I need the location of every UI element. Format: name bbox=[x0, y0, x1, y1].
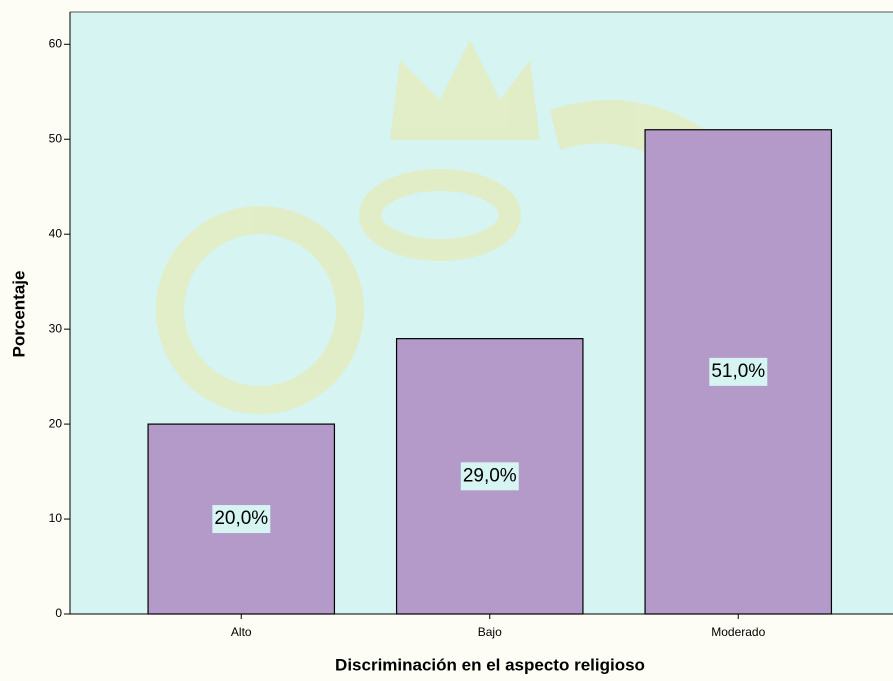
y-tick-label: 10 bbox=[49, 511, 63, 525]
y-tick-label: 20 bbox=[49, 416, 63, 430]
y-tick-label: 40 bbox=[49, 226, 63, 240]
x-tick-label: Bajo bbox=[478, 625, 502, 639]
value-label: 29,0% bbox=[463, 465, 517, 486]
chart: Porcentaje Discriminación en el aspecto … bbox=[0, 0, 893, 681]
y-tick-label: 0 bbox=[55, 606, 62, 620]
y-tick-label: 60 bbox=[49, 36, 63, 50]
y-tick-label: 50 bbox=[49, 131, 63, 145]
x-tick-label: Moderado bbox=[711, 625, 765, 639]
x-tick-label: Alto bbox=[231, 625, 252, 639]
value-label: 20,0% bbox=[214, 508, 268, 529]
x-axis-title: Discriminación en el aspecto religioso bbox=[335, 655, 645, 674]
value-label: 51,0% bbox=[711, 361, 765, 382]
y-tick-label: 30 bbox=[49, 321, 63, 335]
y-axis-title: Porcentaje bbox=[9, 271, 28, 358]
